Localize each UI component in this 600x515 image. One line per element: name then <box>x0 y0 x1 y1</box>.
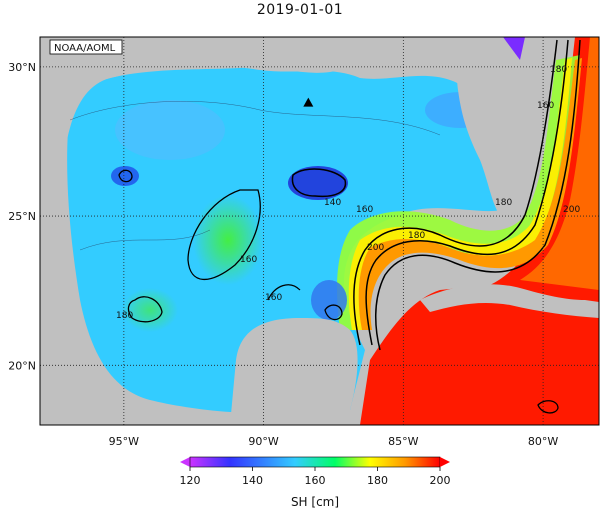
colorbar: 120 140 160 180 200 <box>180 456 451 487</box>
florida-land <box>457 37 531 215</box>
map-field: 180 160 140 160 160 180 200 180 160 180 … <box>40 37 599 425</box>
contour-label: 180 <box>495 198 512 208</box>
colorbar-tick-label: 140 <box>242 474 263 487</box>
contour-label: 180 <box>116 311 133 321</box>
colorbar-ramp <box>189 456 441 468</box>
us-gulf-coast-land <box>40 37 470 155</box>
caribbean-high-field <box>360 37 599 425</box>
latitude-tick-label: 20°N <box>8 359 36 372</box>
graticule <box>40 37 599 425</box>
low-center-south <box>311 280 347 320</box>
longitude-tick-label: 95°W <box>109 435 139 448</box>
colorbar-min-arrow <box>180 457 190 467</box>
colorbar-max-arrow <box>440 457 450 467</box>
yucatan-land <box>230 318 358 425</box>
atlantic-gradient <box>520 37 599 290</box>
longitude-tick-label: 85°W <box>388 435 418 448</box>
contour-label: 140 <box>324 198 341 208</box>
contour-label: 160 <box>265 293 282 303</box>
cuba-land <box>420 284 599 318</box>
longitude-tick-label: 80°W <box>528 435 558 448</box>
colorbar-tick-label: 200 <box>430 474 451 487</box>
low-center-west <box>111 166 139 186</box>
low-region-north <box>115 100 225 160</box>
longitude-tick-label: 90°W <box>248 435 278 448</box>
colorbar-tick-label: 120 <box>180 474 201 487</box>
colorbar-label: SH [cm] <box>290 495 340 509</box>
high-center-southwest <box>122 288 178 332</box>
credit-text: NOAA/AOML <box>54 43 116 54</box>
high-center-west <box>193 195 263 285</box>
longitude-tick-labels: 95°W 90°W 85°W 80°W <box>109 435 559 448</box>
loop-current-orange-band <box>358 58 582 330</box>
min-value-corner <box>503 37 525 60</box>
station-marker-triangle <box>303 97 314 107</box>
contour-label: 160 <box>240 255 257 265</box>
mexico-land <box>40 150 150 425</box>
credit-box <box>49 39 123 55</box>
map-frame <box>39 36 600 426</box>
contour-label: 160 <box>537 101 554 111</box>
latitude-tick-label: 30°N <box>8 61 36 74</box>
colorbar-tick-label: 180 <box>367 474 388 487</box>
low-center-central <box>288 166 348 200</box>
contour-label: 160 <box>356 205 373 215</box>
map-title: 2019-01-01 <box>256 2 344 18</box>
contour-label-group: 180 160 140 160 160 180 200 180 160 180 … <box>116 65 580 321</box>
contour-label: 200 <box>367 243 384 253</box>
latitude-tick-labels: 20°N 25°N 30°N <box>8 61 36 372</box>
contour-lines <box>69 39 581 414</box>
contour-label: 180 <box>550 65 567 75</box>
loop-current-green-band <box>337 55 580 330</box>
contour-label: 200 <box>563 205 580 215</box>
latitude-tick-label: 25°N <box>8 210 36 223</box>
colorbar-tick-label: 160 <box>305 474 326 487</box>
colorbar-ticks: 120 140 160 180 200 <box>180 467 451 487</box>
contour-label: 180 <box>408 231 425 241</box>
